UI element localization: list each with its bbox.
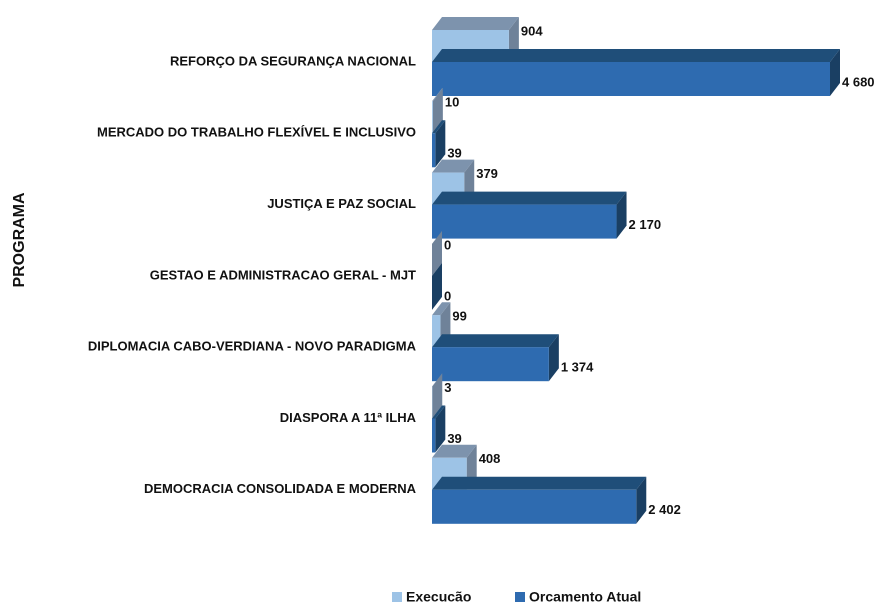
value-label: 3 xyxy=(444,380,451,395)
bar xyxy=(432,49,840,96)
legend-swatch xyxy=(392,592,402,602)
category-label: DEMOCRACIA CONSOLIDADA E MODERNA xyxy=(144,481,417,496)
value-label: 1 374 xyxy=(561,360,594,375)
value-label: 4 680 xyxy=(842,74,875,89)
value-label: 2 402 xyxy=(648,502,681,517)
bar xyxy=(432,373,443,419)
value-label: 39 xyxy=(447,431,461,446)
category-label: JUSTIÇA E PAZ SOCIAL xyxy=(267,196,416,211)
category-label: DIPLOMACIA CABO-VERDIANA - NOVO PARADIGM… xyxy=(88,339,417,354)
bar xyxy=(432,334,559,382)
bar xyxy=(432,88,443,134)
category-label: MERCADO DO TRABALHO FLEXÍVEL E INCLUSIVO xyxy=(97,125,416,140)
bar xyxy=(432,120,446,168)
value-label: 0 xyxy=(444,288,451,303)
legend-label: Execucão xyxy=(406,589,471,604)
value-label: 10 xyxy=(445,95,459,110)
value-label: 379 xyxy=(476,166,498,181)
value-label: 904 xyxy=(521,23,543,38)
y-axis-label: PROGRAMA xyxy=(11,192,28,288)
value-label: 0 xyxy=(444,237,451,252)
legend-label: Orcamento Atual xyxy=(529,589,641,604)
bar xyxy=(432,476,647,524)
value-label: 408 xyxy=(479,451,501,466)
category-label: GESTAO E ADMINISTRACAO GERAL - MJT xyxy=(150,267,416,282)
value-label: 2 170 xyxy=(629,217,662,232)
bar xyxy=(432,191,627,239)
legend-swatch xyxy=(515,592,525,602)
category-label: REFORÇO DA SEGURANÇA NACIONAL xyxy=(170,53,416,68)
bar xyxy=(432,405,446,453)
bar xyxy=(432,230,442,276)
bar xyxy=(432,262,442,310)
value-label: 39 xyxy=(447,146,461,161)
category-label: DIASPORA A 11ª ILHA xyxy=(280,410,417,425)
value-label: 99 xyxy=(452,309,466,324)
